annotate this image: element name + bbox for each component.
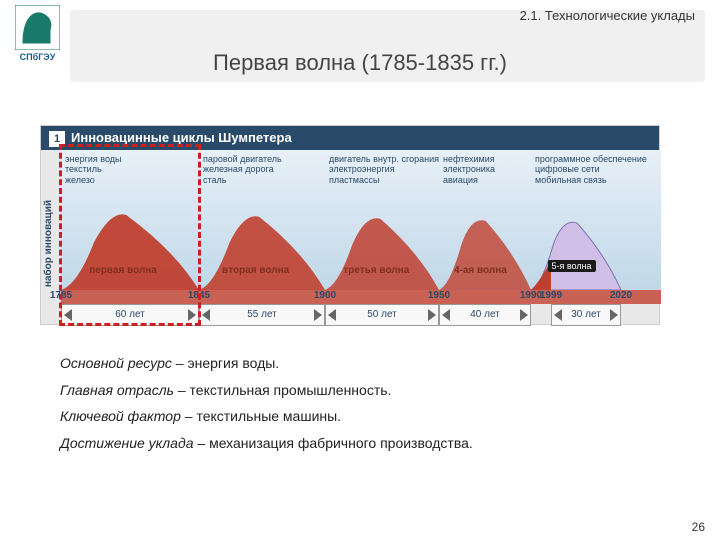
griffin-icon bbox=[15, 5, 60, 50]
year-tick: 1900 bbox=[314, 290, 336, 304]
year-tick: 1845 bbox=[188, 290, 210, 304]
page-title: Первая волна (1785-1835 гг.) bbox=[0, 50, 720, 76]
chart-title: Инновацинные циклы Шумпетера bbox=[71, 130, 292, 145]
section-label: 2.1. Технологические уклады bbox=[520, 8, 695, 23]
period-bar: 40 лет bbox=[439, 304, 531, 326]
description-term: Основной ресурс bbox=[60, 355, 172, 371]
chart-number: 1 bbox=[49, 131, 65, 147]
year-strip bbox=[61, 290, 661, 304]
tech-label: паровой двигатель железная дорога сталь bbox=[203, 154, 282, 185]
description-text: – механизация фабричного производства. bbox=[194, 435, 473, 451]
year-tick: 1785 bbox=[50, 290, 72, 304]
period-bar: 55 лет bbox=[199, 304, 325, 326]
header: СПбГЭУ 2.1. Технологические уклады Перва… bbox=[0, 0, 720, 100]
description-line: Основной ресурс – энергия воды. bbox=[60, 350, 660, 377]
description-text: – текстильные машины. bbox=[181, 408, 341, 424]
period-bar: 30 лет bbox=[551, 304, 621, 326]
schumpeter-chart: 1 Инновацинные циклы Шумпетера набор инно… bbox=[40, 125, 660, 325]
chart-body: набор инноваций первая волна энергия воды… bbox=[41, 150, 659, 326]
description-line: Достижение уклада – механизация фабрично… bbox=[60, 430, 660, 457]
wave-label: первая волна bbox=[89, 265, 157, 276]
period-bar: 50 лет bbox=[325, 304, 439, 326]
description-term: Достижение уклада bbox=[60, 435, 194, 451]
description-line: Главная отрасль – текстильная промышленн… bbox=[60, 377, 660, 404]
year-tick: 1950 bbox=[428, 290, 450, 304]
period-bar: 60 лет bbox=[61, 304, 199, 326]
year-tick: 2020 bbox=[610, 290, 632, 304]
description-term: Главная отрасль bbox=[60, 382, 174, 398]
wave-label: вторая волна bbox=[222, 265, 289, 276]
tech-label: нефтехимия электроника авиация bbox=[443, 154, 495, 185]
description-text: – энергия воды. bbox=[172, 355, 279, 371]
wave-label: 4-ая волна bbox=[454, 265, 507, 276]
chart-header: 1 Инновацинные циклы Шумпетера bbox=[41, 126, 659, 150]
wave-area: первая волна энергия воды текстиль железо… bbox=[61, 150, 661, 326]
wave-label: третья волна bbox=[343, 265, 409, 276]
description-text: – текстильная промышленность. bbox=[174, 382, 391, 398]
tech-label: программное обеспечение цифровые сети мо… bbox=[535, 154, 647, 185]
tech-label: двигатель внутр. сгорания электроэнергия… bbox=[329, 154, 439, 185]
wave-label-pill: 5-я волна bbox=[547, 260, 595, 272]
description-line: Ключевой фактор – текстильные машины. bbox=[60, 403, 660, 430]
description-term: Ключевой фактор bbox=[60, 408, 181, 424]
tech-label: энергия воды текстиль железо bbox=[65, 154, 121, 185]
y-axis-label: набор инноваций bbox=[43, 200, 54, 287]
page-number: 26 bbox=[692, 520, 705, 534]
description-block: Основной ресурс – энергия воды.Главная о… bbox=[60, 350, 660, 456]
year-tick: 1999 bbox=[540, 290, 562, 304]
year-tick: 1990 bbox=[520, 290, 542, 304]
